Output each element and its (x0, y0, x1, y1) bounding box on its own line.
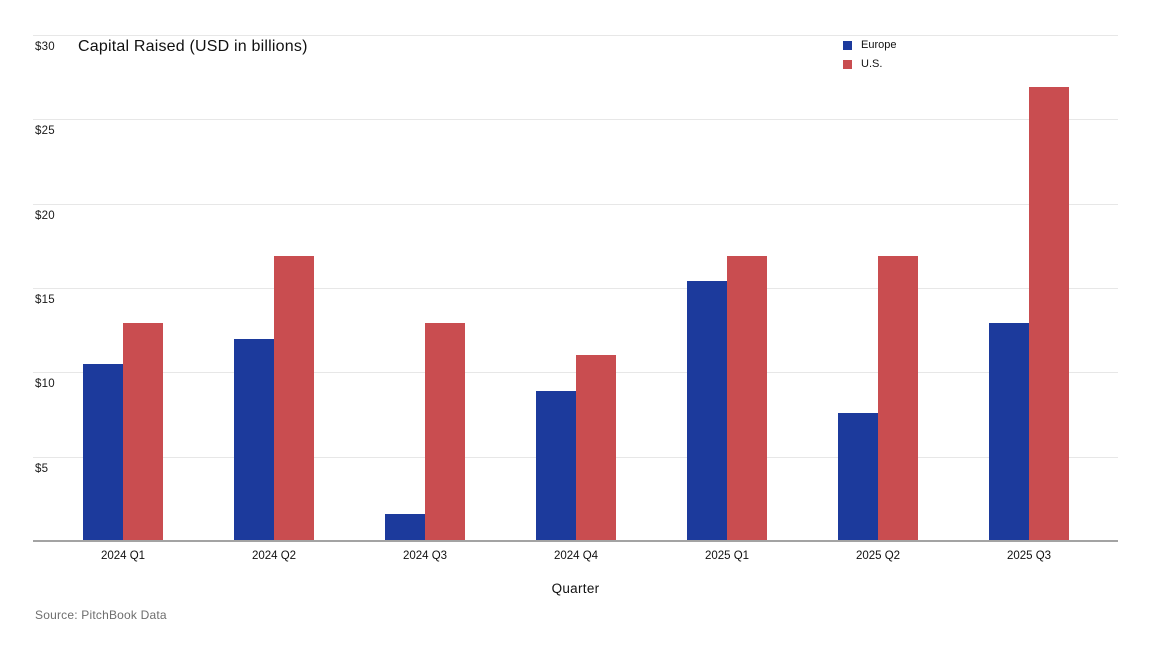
chart-title: Capital Raised (USD in billions) (78, 38, 308, 55)
legend-swatch-u-s-icon (843, 59, 852, 69)
bar-europe-2024-q4 (536, 390, 576, 541)
x-tick-label: 2025 Q3 (1006, 550, 1052, 562)
y-tick-label: $15 (35, 294, 55, 306)
bar-u-s-2024-q3 (425, 323, 465, 541)
bar-u-s-2025-q3 (1029, 87, 1069, 541)
legend: Europe U.S. (843, 39, 896, 77)
y-tick-label: $10 (35, 378, 55, 391)
legend-swatch-europe-icon (843, 40, 852, 50)
source-note: Source: PitchBook Data (35, 608, 167, 622)
bar-u-s-2025-q1 (727, 255, 767, 541)
bar-europe-2025-q3 (989, 323, 1029, 541)
bar-europe-2025-q2 (838, 412, 878, 541)
gridline (33, 288, 1118, 289)
legend-label: Europe (861, 39, 897, 51)
y-tick-label: $30 (35, 41, 55, 53)
x-tick-label: 2025 Q2 (855, 550, 901, 562)
x-tick-label: 2024 Q2 (251, 550, 297, 562)
y-tick-label: $25 (35, 125, 55, 138)
gridline (33, 372, 1118, 374)
gridline (33, 119, 1118, 121)
gridline (33, 35, 1118, 36)
x-tick-label: 2024 Q1 (100, 550, 146, 562)
bar-europe-2025-q1 (687, 281, 727, 541)
legend-label: U.S. (861, 58, 883, 70)
bar-u-s-2024-q1 (123, 323, 163, 541)
bar-europe-2024-q2 (234, 338, 274, 541)
x-tick-label: 2024 Q4 (553, 550, 599, 562)
bar-u-s-2024-q2 (274, 255, 314, 541)
x-axis-line (33, 540, 1118, 542)
legend-row-u-s: U.S. (843, 58, 896, 70)
x-axis-title: Quarter (551, 581, 600, 596)
legend-row-europe: Europe (843, 39, 896, 51)
bar-europe-2024-q3 (385, 514, 425, 541)
x-tick-label: 2024 Q3 (402, 550, 448, 562)
y-tick-label: $5 (35, 462, 49, 475)
bar-u-s-2024-q4 (576, 355, 616, 541)
bar-europe-2024-q1 (83, 363, 123, 541)
x-tick-label: 2025 Q1 (704, 550, 750, 562)
bar-u-s-2025-q2 (878, 255, 918, 541)
y-tick-label: $20 (35, 209, 55, 222)
gridline (33, 203, 1118, 205)
